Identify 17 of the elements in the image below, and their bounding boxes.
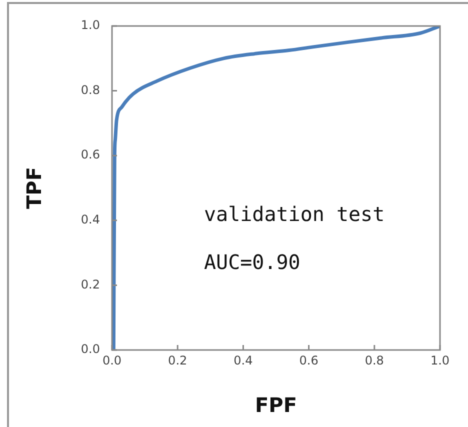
annotation: validation test: [204, 202, 385, 226]
y-tick-label: 0.8: [80, 82, 100, 97]
line-series: [112, 26, 440, 350]
x-tick-label: 0.4: [234, 353, 253, 368]
y-axis-title: TPF: [22, 167, 46, 209]
x-tick-label: 0.6: [299, 353, 318, 368]
annotation: AUC=0.90: [204, 250, 300, 274]
x-tick-label: 0.8: [364, 353, 384, 368]
y-tick-label: 0.6: [80, 148, 100, 162]
x-tick-label: 0.0: [102, 353, 122, 368]
y-tick-label: 0.4: [80, 212, 100, 227]
y-tick-label: 1.0: [80, 18, 100, 32]
x-axis-title: FPF: [255, 393, 297, 418]
x-tick-label: 1.0: [430, 353, 450, 368]
x-tick-label: 0.2: [168, 353, 188, 368]
y-tick-label: 0.2: [80, 277, 100, 292]
y-tick-label: 0.0: [80, 342, 100, 356]
